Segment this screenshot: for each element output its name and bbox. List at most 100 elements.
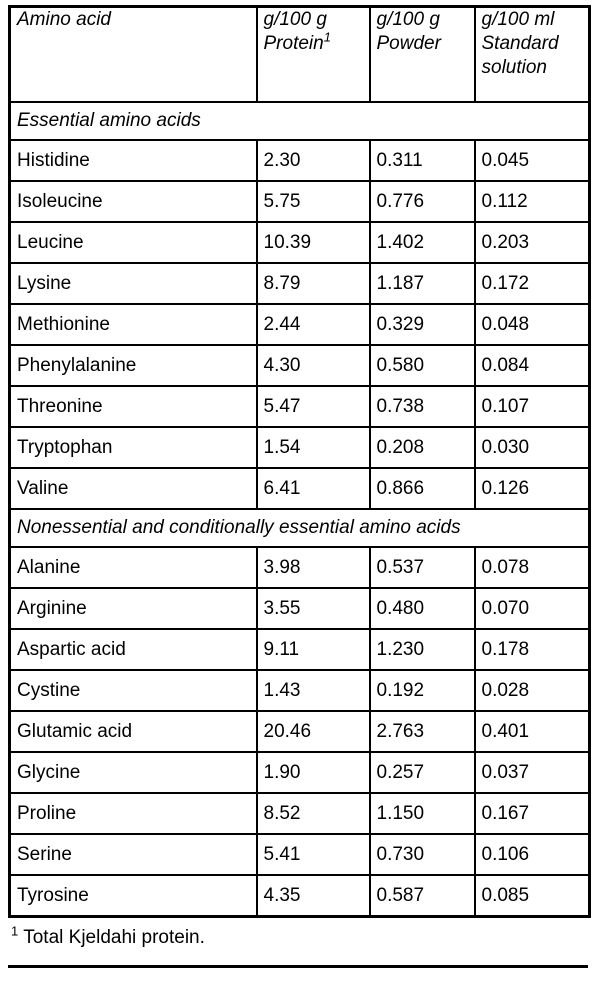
powder-value-cell: 0.738 bbox=[368, 385, 476, 428]
protein-value-cell: 3.98 bbox=[255, 546, 371, 589]
amino-acid-cell: Tyrosine bbox=[8, 874, 258, 918]
table-row: Threonine 5.47 0.738 0.107 bbox=[8, 385, 591, 428]
amino-acid-cell: Methionine bbox=[8, 303, 258, 346]
amino-acid-cell: Serine bbox=[8, 833, 258, 876]
solution-value-cell: 0.045 bbox=[473, 139, 591, 182]
protein-value-cell: 5.47 bbox=[255, 385, 371, 428]
protein-value-cell: 6.41 bbox=[255, 467, 371, 510]
solution-value-cell: 0.048 bbox=[473, 303, 591, 346]
protein-value-cell: 1.43 bbox=[255, 669, 371, 712]
solution-value-cell: 0.106 bbox=[473, 833, 591, 876]
table-row: Serine 5.41 0.730 0.106 bbox=[8, 833, 591, 876]
header-standard-solution: g/100 ml Standard solution bbox=[473, 5, 591, 103]
section-label: Essential amino acids bbox=[8, 101, 591, 141]
solution-value-cell: 0.085 bbox=[473, 874, 591, 918]
header-amino-acid: Amino acid bbox=[8, 5, 258, 103]
table-row: Valine 6.41 0.866 0.126 bbox=[8, 467, 591, 510]
amino-acid-cell: Glycine bbox=[8, 751, 258, 794]
table-row: Isoleucine 5.75 0.776 0.112 bbox=[8, 180, 591, 223]
powder-value-cell: 0.329 bbox=[368, 303, 476, 346]
solution-value-cell: 0.030 bbox=[473, 426, 591, 469]
amino-acid-cell: Alanine bbox=[8, 546, 258, 589]
protein-value-cell: 9.11 bbox=[255, 628, 371, 671]
table-row: Glutamic acid 20.46 2.763 0.401 bbox=[8, 710, 591, 753]
powder-value-cell: 0.730 bbox=[368, 833, 476, 876]
header-line1: g/100 g bbox=[263, 9, 327, 30]
section-label: Nonessential and conditionally essential… bbox=[8, 508, 591, 548]
header-line1: Amino acid bbox=[17, 9, 111, 30]
powder-value-cell: 0.866 bbox=[368, 467, 476, 510]
protein-value-cell: 8.79 bbox=[255, 262, 371, 305]
solution-value-cell: 0.070 bbox=[473, 587, 591, 630]
amino-acid-cell: Cystine bbox=[8, 669, 258, 712]
bottom-rule bbox=[8, 965, 588, 968]
table-row: Lysine 8.79 1.187 0.172 bbox=[8, 262, 591, 305]
solution-value-cell: 0.178 bbox=[473, 628, 591, 671]
table-row: Histidine 2.30 0.311 0.045 bbox=[8, 139, 591, 182]
powder-value-cell: 0.480 bbox=[368, 587, 476, 630]
powder-value-cell: 0.537 bbox=[368, 546, 476, 589]
section-row-nonessential: Nonessential and conditionally essential… bbox=[8, 508, 591, 548]
header-protein: g/100 g Protein1 bbox=[255, 5, 371, 103]
amino-acid-cell: Valine bbox=[8, 467, 258, 510]
protein-value-cell: 1.54 bbox=[255, 426, 371, 469]
protein-value-cell: 10.39 bbox=[255, 221, 371, 264]
header-powder: g/100 g Powder bbox=[368, 5, 476, 103]
table-row: Alanine 3.98 0.537 0.078 bbox=[8, 546, 591, 589]
protein-value-cell: 5.75 bbox=[255, 180, 371, 223]
powder-value-cell: 0.776 bbox=[368, 180, 476, 223]
table-row: Aspartic acid 9.11 1.230 0.178 bbox=[8, 628, 591, 671]
protein-value-cell: 5.41 bbox=[255, 833, 371, 876]
table-row: Proline 8.52 1.150 0.167 bbox=[8, 792, 591, 835]
amino-acid-cell: Isoleucine bbox=[8, 180, 258, 223]
solution-value-cell: 0.167 bbox=[473, 792, 591, 835]
powder-value-cell: 1.402 bbox=[368, 221, 476, 264]
powder-value-cell: 0.257 bbox=[368, 751, 476, 794]
amino-acid-cell: Histidine bbox=[8, 139, 258, 182]
header-line2: Standard solution bbox=[481, 33, 559, 78]
table-row: Tyrosine 4.35 0.587 0.085 bbox=[8, 874, 591, 918]
header-row: Amino acid g/100 g Protein1 g/100 g Powd… bbox=[8, 5, 591, 103]
powder-value-cell: 0.580 bbox=[368, 344, 476, 387]
powder-value-cell: 0.192 bbox=[368, 669, 476, 712]
amino-acid-cell: Leucine bbox=[8, 221, 258, 264]
solution-value-cell: 0.078 bbox=[473, 546, 591, 589]
solution-value-cell: 0.084 bbox=[473, 344, 591, 387]
solution-value-cell: 0.112 bbox=[473, 180, 591, 223]
header-sup: 1 bbox=[323, 29, 331, 45]
table-row: Phenylalanine 4.30 0.580 0.084 bbox=[8, 344, 591, 387]
header-line1: g/100 g bbox=[376, 9, 440, 30]
amino-acid-cell: Tryptophan bbox=[8, 426, 258, 469]
solution-value-cell: 0.037 bbox=[473, 751, 591, 794]
protein-value-cell: 20.46 bbox=[255, 710, 371, 753]
protein-value-cell: 3.55 bbox=[255, 587, 371, 630]
powder-value-cell: 2.763 bbox=[368, 710, 476, 753]
powder-value-cell: 0.311 bbox=[368, 139, 476, 182]
powder-value-cell: 0.208 bbox=[368, 426, 476, 469]
solution-value-cell: 0.126 bbox=[473, 467, 591, 510]
powder-value-cell: 1.230 bbox=[368, 628, 476, 671]
solution-value-cell: 0.028 bbox=[473, 669, 591, 712]
protein-value-cell: 4.35 bbox=[255, 874, 371, 918]
amino-acid-cell: Aspartic acid bbox=[8, 628, 258, 671]
table-row: Glycine 1.90 0.257 0.037 bbox=[8, 751, 591, 794]
protein-value-cell: 2.30 bbox=[255, 139, 371, 182]
protein-value-cell: 4.30 bbox=[255, 344, 371, 387]
amino-acid-cell: Threonine bbox=[8, 385, 258, 428]
amino-acid-cell: Phenylalanine bbox=[8, 344, 258, 387]
powder-value-cell: 0.587 bbox=[368, 874, 476, 918]
amino-acid-table: Amino acid g/100 g Protein1 g/100 g Powd… bbox=[8, 5, 591, 918]
table-row: Cystine 1.43 0.192 0.028 bbox=[8, 669, 591, 712]
amino-acid-cell: Arginine bbox=[8, 587, 258, 630]
powder-value-cell: 1.150 bbox=[368, 792, 476, 835]
solution-value-cell: 0.203 bbox=[473, 221, 591, 264]
table-row: Leucine 10.39 1.402 0.203 bbox=[8, 221, 591, 264]
solution-value-cell: 0.401 bbox=[473, 710, 591, 753]
protein-value-cell: 1.90 bbox=[255, 751, 371, 794]
section-row-essential: Essential amino acids bbox=[8, 101, 591, 141]
amino-acid-cell: Lysine bbox=[8, 262, 258, 305]
table-footnote: 1 Total Kjeldahi protein. bbox=[11, 925, 600, 949]
header-line1: g/100 ml bbox=[481, 9, 555, 30]
footnote-text: Total Kjeldahi protein. bbox=[23, 927, 205, 948]
